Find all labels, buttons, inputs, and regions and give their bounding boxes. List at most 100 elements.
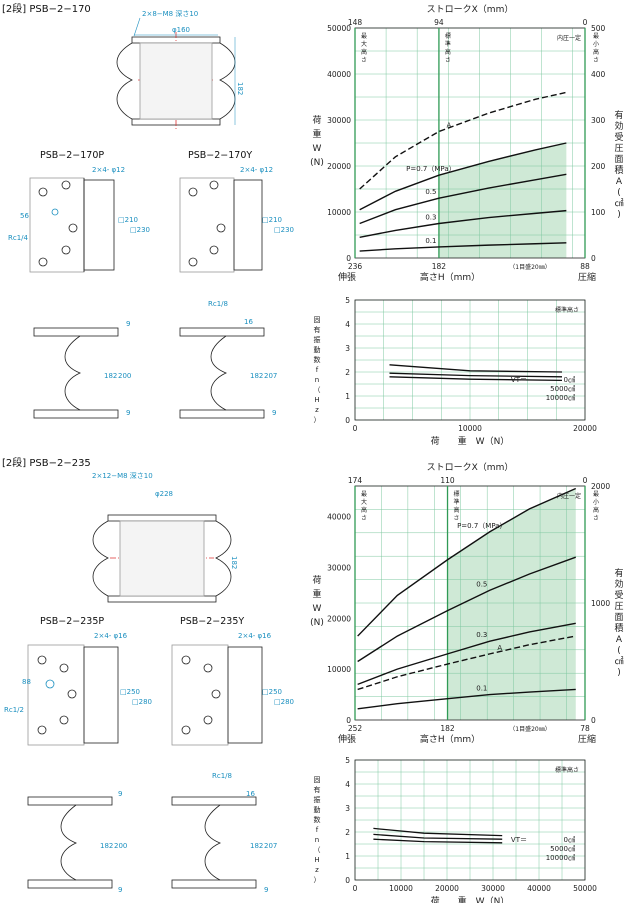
series-line-A xyxy=(359,91,567,190)
side-bottom-dim: 9 xyxy=(272,409,276,417)
y-axis-label: f xyxy=(316,366,319,374)
x-tick-label: 78 xyxy=(580,724,590,733)
section-psb-2-235: [2段] PSB−2−235 2×12−M8 深さ10 φ228 182 PSB… xyxy=(2,456,294,894)
y2-axis-label: 有 xyxy=(614,567,623,579)
side-view-p xyxy=(33,327,119,419)
y-tick-label: 30000 xyxy=(327,116,351,125)
side-top-dim: 9 xyxy=(126,320,130,328)
variant-title: PSB−2−235Y xyxy=(180,616,244,627)
section-psb-2-170: [2段] PSB−2−170 2×8−M8 深さ10 φ160 182 PSB−… xyxy=(2,2,294,419)
side-height-dim: 182 xyxy=(250,842,263,850)
marker-label: 最大高さ xyxy=(361,33,367,64)
side-port-callout: Rc1/8 xyxy=(208,300,228,308)
x-right-label: 圧縮 xyxy=(578,733,596,745)
y-tick-label: 4 xyxy=(345,320,350,329)
curve-label: P=0.7（MPa） xyxy=(406,165,455,173)
y2-axis-label: 圧 xyxy=(614,143,623,154)
stroke-tick-label: 110 xyxy=(440,476,455,485)
pcd-callout: 56 xyxy=(20,212,29,220)
marker-label: 最小高さ xyxy=(593,33,599,64)
side-view-y xyxy=(179,327,265,419)
y-tick-label: 50000 xyxy=(327,24,351,33)
y-axis-label: 数 xyxy=(314,355,321,364)
y-axis-label: 動 xyxy=(314,805,321,814)
y-axis-label: 荷 xyxy=(312,575,321,586)
x-tick-label: 0 xyxy=(353,424,358,433)
side-port-dim: 16 xyxy=(244,318,253,326)
y-axis-label: 動 xyxy=(314,345,321,354)
y-tick-label: 40000 xyxy=(327,70,351,79)
curve-label: 0.5 xyxy=(476,580,487,588)
y-axis-label: z xyxy=(315,866,319,874)
legend-entry: 10000㎤ xyxy=(546,393,575,402)
bellows-front-view xyxy=(92,514,232,603)
x-left-label: 伸張 xyxy=(338,733,356,745)
stroke-tick-label: 0 xyxy=(583,18,588,27)
load-chart-170: 0 10000 20000 30000 40000 50000 0 100 200 300 400 5… xyxy=(310,4,623,283)
legend-entry: 5000㎤ xyxy=(550,384,575,393)
x-tick-label: 236 xyxy=(348,262,363,271)
series-line-P=0.7（MPa） xyxy=(357,487,577,637)
stroke-tick-label: 94 xyxy=(434,18,444,27)
curve-label: 0.5 xyxy=(425,188,436,196)
holes-callout: 2×4- φ16 xyxy=(238,632,272,640)
y-axis-label: 重 xyxy=(312,588,321,600)
x-tick-label: 20000 xyxy=(435,884,459,893)
outer-dim: □230 xyxy=(274,226,294,234)
side-bottom-dim: 9 xyxy=(264,886,268,894)
legend-entry: 10000㎤ xyxy=(546,853,575,862)
y-tick-label: 0 xyxy=(345,876,350,885)
y2-tick-label: 500 xyxy=(591,24,606,33)
y2-axis-label: 効 xyxy=(614,578,623,590)
y-axis-label: H xyxy=(314,396,319,404)
legend-head: VT＝ xyxy=(511,376,527,384)
holes-callout: 2×4- φ12 xyxy=(92,166,125,174)
height-callout: 182 xyxy=(230,556,238,569)
y2-axis-label: 面 xyxy=(614,154,623,165)
x-axis-label: 高さH（mm） xyxy=(420,733,480,745)
y-axis-label: 重 xyxy=(312,128,321,140)
y-axis-label: 有 xyxy=(314,785,321,794)
series-line-0.1 xyxy=(357,688,576,710)
curve-label: A xyxy=(497,644,502,652)
curve-label: 0.1 xyxy=(476,685,487,693)
y-tick-label: 3 xyxy=(345,804,350,813)
working-area-fill xyxy=(438,143,567,258)
y2-axis-label: 有 xyxy=(614,109,623,121)
inner-dim: □250 xyxy=(262,688,282,696)
side-total-dim: 200 xyxy=(114,842,127,850)
y2-tick-label: 400 xyxy=(591,70,606,79)
legend-entry: 5000㎤ xyxy=(550,844,575,853)
port-callout: Rc1/4 xyxy=(8,234,29,242)
variant-y: PSB−2−235Y 2×4- φ16 □250 □280 xyxy=(171,616,294,746)
x-right-label: 圧縮 xyxy=(578,271,596,283)
marker-label: 標準高さ xyxy=(445,32,451,64)
x-tick-label: 252 xyxy=(348,724,363,733)
side-total-dim: 207 xyxy=(264,372,277,380)
frequency-chart-235: 0 1 2 3 4 5 0 10000 20000 30000 40000 50000 荷 重 W（N）… xyxy=(314,756,598,903)
y2-tick-label: 1000 xyxy=(591,599,610,608)
series-line-5000㎤ xyxy=(373,833,503,840)
y2-tick-label: 300 xyxy=(591,116,606,125)
y-axis-label: n xyxy=(315,836,319,844)
inner-dim: □210 xyxy=(262,216,282,224)
series-line-0.5 xyxy=(357,556,576,663)
series-line-10000㎤ xyxy=(373,838,503,844)
y-tick-label: 2 xyxy=(345,368,350,377)
y-tick-label: 1 xyxy=(345,852,350,861)
port-callout: Rc1/2 xyxy=(4,706,24,714)
x-tick-label: 182 xyxy=(432,262,447,271)
y-axis-label: 固 xyxy=(314,776,321,784)
y2-axis-label: 積 xyxy=(614,622,623,634)
bolt-callout: 2×12−M8 深さ10 xyxy=(92,471,153,480)
side-bottom-dim: 9 xyxy=(126,409,130,417)
bolt-callout: 2×8−M8 深さ10 xyxy=(142,9,198,18)
outer-dim: □280 xyxy=(274,698,294,706)
side-view-p xyxy=(27,796,113,889)
y-axis-label: （ xyxy=(314,846,321,854)
y-tick-label: 20000 xyxy=(327,614,351,623)
marker-label: 最小高さ xyxy=(593,491,599,522)
y-axis-label: z xyxy=(315,406,319,414)
height-callout: 182 xyxy=(236,82,244,95)
y-axis-label: 数 xyxy=(314,815,321,824)
